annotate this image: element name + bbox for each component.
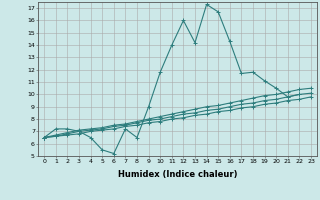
X-axis label: Humidex (Indice chaleur): Humidex (Indice chaleur) bbox=[118, 170, 237, 179]
